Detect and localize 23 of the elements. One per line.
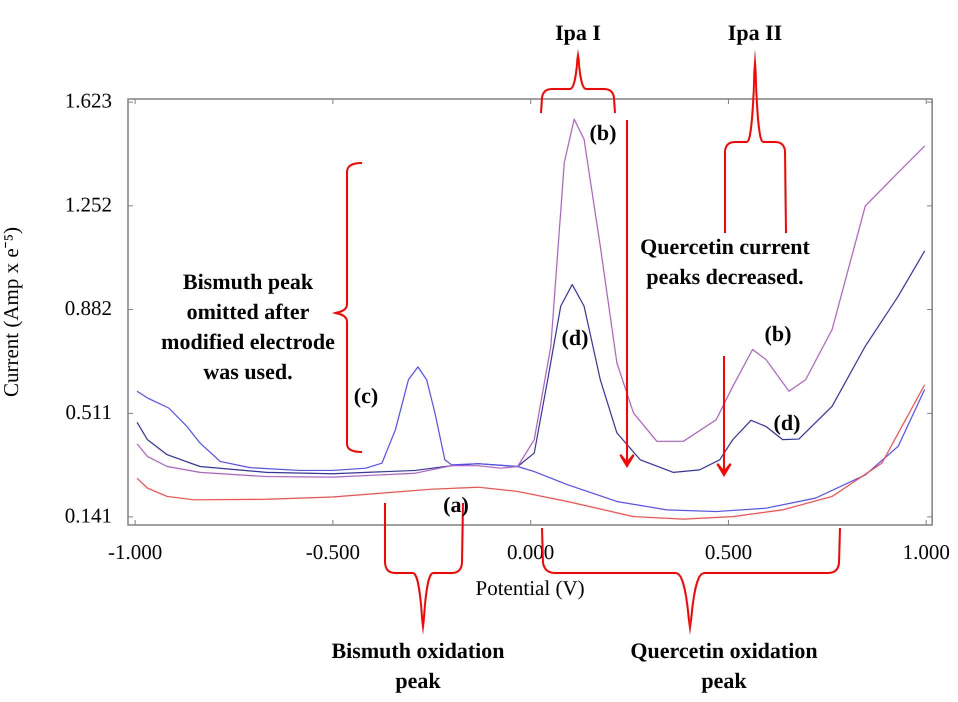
- y-tick-label: 0.141: [64, 503, 112, 528]
- annotation: (a): [442, 491, 470, 519]
- y-tick-label: 0.882: [64, 296, 112, 320]
- text: Ipa II: [726, 19, 784, 47]
- text: Ipa I: [554, 19, 602, 47]
- x-tick-label: -0.500: [306, 540, 360, 564]
- annotation: (b): [764, 320, 792, 348]
- annotation: (b): [588, 119, 618, 147]
- annotation: (d): [560, 324, 590, 352]
- text: Quercetin oxidation peak: [629, 637, 819, 695]
- annotation: (d): [772, 409, 802, 437]
- text: Bismuth oxidation peak: [330, 637, 506, 695]
- x-axis-title: Potential (V): [476, 576, 585, 600]
- annotation: Quercetin current peaks decreased.: [639, 233, 811, 291]
- annotation: Bismuth peak omitted after modified electrode was used.: [160, 268, 336, 386]
- x-tick-label: -1.000: [108, 540, 162, 564]
- y-tick-label: 1.252: [64, 192, 112, 216]
- y-tick-label: 1.623: [64, 88, 112, 113]
- x-tick-label: 0.500: [704, 540, 752, 564]
- x-tick-label: 1.000: [902, 540, 950, 564]
- annotation: (c): [352, 382, 380, 410]
- y-axis-title: Current (Amp x e⁻⁵): [0, 226, 24, 398]
- y-tick-label: 0.511: [66, 400, 112, 424]
